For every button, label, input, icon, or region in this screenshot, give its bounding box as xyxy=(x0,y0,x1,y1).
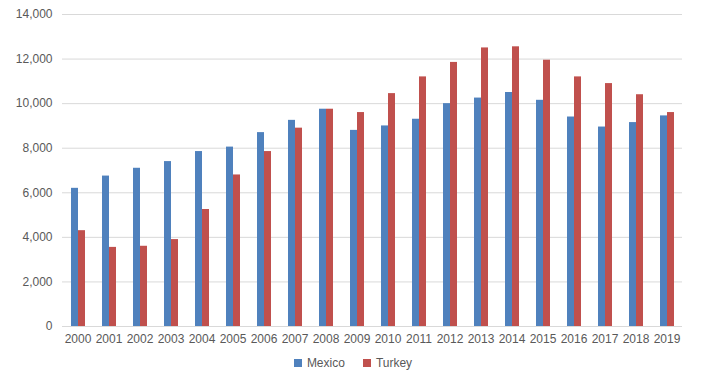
svg-text:2014: 2014 xyxy=(499,332,526,346)
svg-text:2016: 2016 xyxy=(561,332,588,346)
svg-text:2,000: 2,000 xyxy=(22,275,52,289)
svg-text:2013: 2013 xyxy=(468,332,495,346)
svg-text:12,000: 12,000 xyxy=(16,52,53,66)
html-text:Turkey: Turkey xyxy=(375,356,413,370)
svg-text:2010: 2010 xyxy=(375,332,402,346)
svg-text:2006: 2006 xyxy=(251,332,278,346)
svg-text:8,000: 8,000 xyxy=(22,141,52,155)
svg-text:2011: 2011 xyxy=(406,332,432,346)
svg-text:4,000: 4,000 xyxy=(22,230,52,244)
svg-text:0: 0 xyxy=(46,319,53,333)
svg-text:2015: 2015 xyxy=(530,332,557,346)
svg-text:2017: 2017 xyxy=(592,332,619,346)
svg-text:2007: 2007 xyxy=(282,332,309,346)
svg-text:2001: 2001 xyxy=(96,332,123,346)
svg-text:2018: 2018 xyxy=(623,332,650,346)
svg-text:2008: 2008 xyxy=(313,332,340,346)
html-text:Mexico: Mexico xyxy=(306,356,345,370)
svg-text:2003: 2003 xyxy=(158,332,185,346)
svg-text:2012: 2012 xyxy=(437,332,464,346)
svg-text:14,000: 14,000 xyxy=(16,7,53,21)
svg-text:2019: 2019 xyxy=(654,332,681,346)
svg-text:10,000: 10,000 xyxy=(16,96,53,110)
svg-text:6,000: 6,000 xyxy=(22,186,52,200)
svg-text:2000: 2000 xyxy=(65,332,92,346)
svg-text:2002: 2002 xyxy=(127,332,154,346)
svg-text:2004: 2004 xyxy=(189,332,216,346)
svg-text:2009: 2009 xyxy=(344,332,371,346)
svg-text:2005: 2005 xyxy=(220,332,247,346)
